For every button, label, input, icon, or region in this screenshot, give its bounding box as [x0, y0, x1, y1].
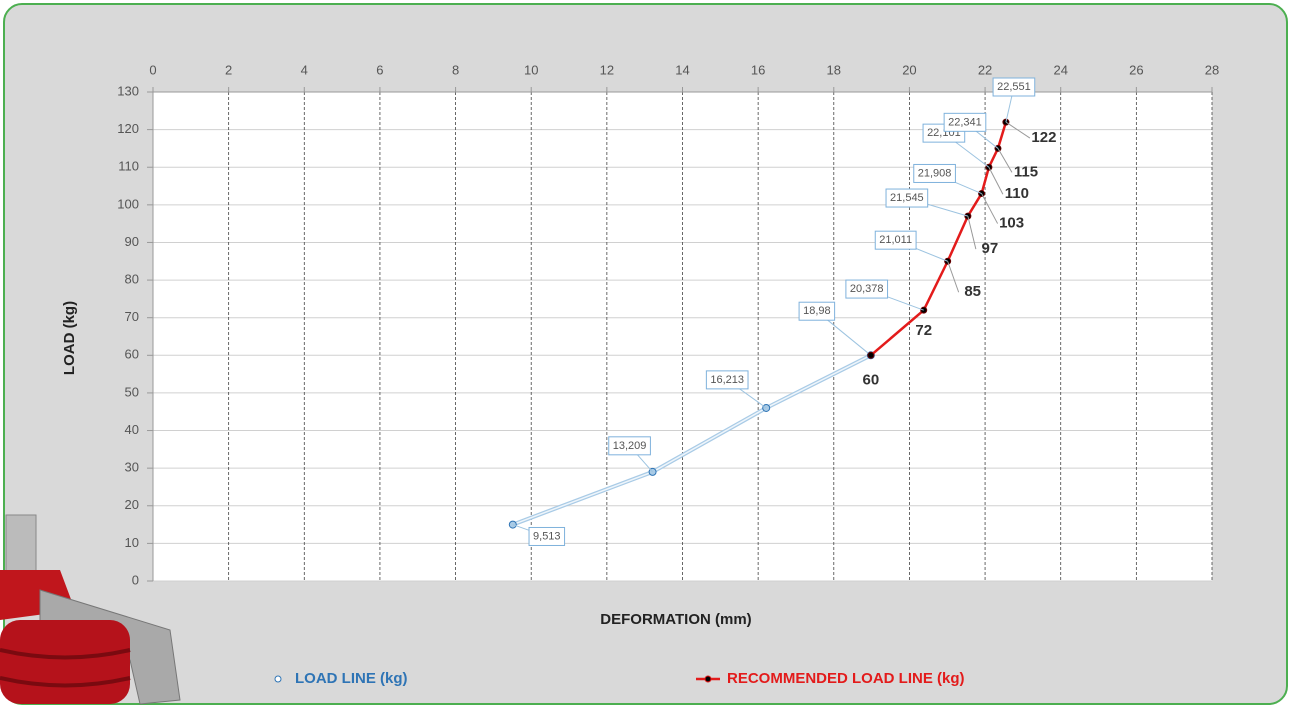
x-tick-label: 28 — [1205, 62, 1219, 77]
x-tick-label: 2 — [225, 62, 232, 77]
x-tick-label: 4 — [301, 62, 308, 77]
x-data-label: 13,209 — [613, 440, 647, 452]
value-label: 60 — [863, 371, 880, 388]
value-label: 97 — [982, 240, 999, 257]
x-data-label: 21,545 — [890, 192, 924, 204]
x-tick-label: 10 — [524, 62, 538, 77]
chart: LOAD (kg) DEFORMATION (mm) 0102030405060… — [0, 0, 1292, 709]
value-label: 72 — [915, 322, 932, 339]
value-label: 115 — [1014, 163, 1038, 180]
legend-label: RECOMMENDED LOAD LINE (kg) — [727, 670, 965, 687]
y-tick-label: 100 — [117, 196, 139, 211]
y-tick-label: 40 — [125, 422, 139, 437]
y-tick-label: 50 — [125, 384, 139, 399]
y-tick-label: 0 — [132, 572, 139, 587]
x-tick-label: 12 — [600, 62, 614, 77]
x-tick-label: 22 — [978, 62, 992, 77]
value-label: 85 — [964, 283, 981, 300]
legend-label: LOAD LINE (kg) — [295, 670, 408, 687]
y-tick-label: 110 — [118, 159, 139, 174]
value-label: 110 — [1005, 185, 1029, 202]
y-tick-label: 70 — [125, 309, 139, 324]
x-tick-label: 18 — [827, 62, 841, 77]
x-tick-label: 6 — [376, 62, 383, 77]
x-data-label: 9,513 — [533, 530, 561, 542]
y-tick-label: 120 — [117, 121, 139, 136]
x-data-label: 16,213 — [710, 374, 744, 386]
data-point — [868, 352, 874, 358]
x-data-label: 22,551 — [997, 81, 1031, 93]
x-tick-label: 24 — [1053, 62, 1067, 77]
x-data-label: 18,98 — [803, 305, 831, 317]
y-tick-label: 60 — [125, 347, 139, 362]
y-tick-label: 90 — [125, 234, 139, 249]
x-tick-label: 14 — [675, 62, 689, 77]
y-axis-title: LOAD (kg) — [61, 301, 78, 375]
x-axis-title: DEFORMATION (mm) — [600, 611, 751, 628]
y-tick-label: 10 — [125, 535, 139, 550]
x-data-label: 22,341 — [948, 116, 982, 128]
y-tick-label: 80 — [125, 272, 139, 287]
x-data-label: 20,378 — [850, 283, 884, 295]
legend-marker — [705, 676, 711, 682]
x-tick-label: 20 — [902, 62, 916, 77]
x-data-label: 21,011 — [879, 234, 912, 246]
legend-marker — [275, 676, 281, 682]
x-tick-label: 8 — [452, 62, 459, 77]
x-data-label: 21,908 — [918, 167, 952, 179]
y-tick-label: 130 — [117, 83, 139, 98]
x-tick-label: 16 — [751, 62, 765, 77]
x-tick-label: 26 — [1129, 62, 1143, 77]
y-tick-label: 20 — [125, 497, 139, 512]
y-tick-label: 30 — [125, 460, 139, 475]
value-label: 103 — [999, 215, 1024, 232]
value-label: 122 — [1031, 129, 1056, 146]
x-tick-label: 0 — [149, 62, 156, 77]
